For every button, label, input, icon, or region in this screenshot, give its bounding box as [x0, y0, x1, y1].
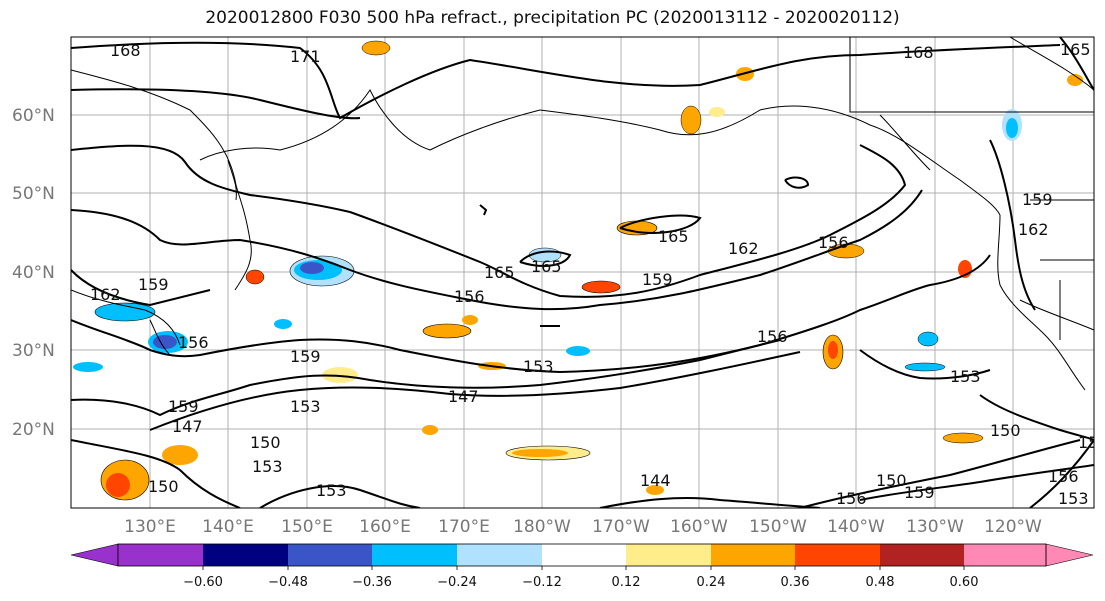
contour-label: 162 [1018, 220, 1049, 239]
lat-label: 30°N [12, 341, 55, 361]
contour-label: 159 [642, 270, 673, 289]
contour-label: 159 [904, 483, 935, 502]
lon-label: 170°W [592, 517, 650, 537]
lon-label: 130°E [124, 517, 176, 537]
contour-labels: 168 171 168 165 162 162 159 156 165 165 … [90, 40, 1105, 508]
contour-label: 168 [110, 41, 141, 60]
contour-label: 153 [1058, 489, 1089, 508]
lat-label: 50°N [12, 184, 55, 204]
colorbar-swatch [203, 544, 288, 566]
lon-label: 140°E [202, 517, 254, 537]
lon-label: 170°E [438, 517, 490, 537]
colorbar-low-extend [70, 543, 119, 567]
map-title: 2020012800 F030 500 hPa refract., precip… [205, 8, 900, 28]
colorbar-swatch [880, 544, 964, 566]
lon-label: 130°W [906, 517, 964, 537]
colorbar-swatch [626, 544, 711, 566]
contour-label: 168 [903, 43, 934, 62]
contour-label: 150 [148, 477, 179, 496]
colorbar-swatch [118, 544, 203, 566]
contour-label: 159 [168, 397, 199, 416]
contour-label: 153 [252, 457, 283, 476]
colorbar-tick: 0.60 [950, 575, 979, 590]
colorbar-tick: 0.12 [612, 575, 641, 590]
colorbar-tick: −0.12 [522, 575, 562, 590]
contour-label: 165 [484, 263, 515, 282]
contour-label: 153 [950, 367, 981, 386]
contour-label: 156 [757, 327, 788, 346]
longitude-labels: 130°E 140°E 150°E 160°E 170°E 180°W 170°… [124, 517, 1042, 537]
colorbar-swatch [457, 544, 542, 566]
colorbar-tick: 0.48 [866, 575, 895, 590]
lon-label: 160°W [670, 517, 728, 537]
contour-label: 162 [90, 285, 121, 304]
colorbar-tick: 0.24 [697, 575, 726, 590]
contour-label: 159 [138, 275, 169, 294]
contour-label: 144 [640, 471, 671, 490]
latitude-labels: 60°N 50°N 40°N 30°N 20°N [12, 106, 55, 440]
colorbar-tick: −0.24 [437, 575, 477, 590]
contour-label: 162 [728, 239, 759, 258]
lon-label: 120°W [984, 517, 1042, 537]
graticule [71, 37, 1094, 508]
colorbar-swatch [795, 544, 880, 566]
contour-label: 165 [1060, 40, 1091, 59]
contour-label: 156 [454, 287, 485, 306]
contour-label: 159 [290, 347, 321, 366]
contour-label: 156 [178, 333, 209, 352]
colorbar-tick: −0.60 [183, 575, 223, 590]
colorbar-high-extend [1045, 543, 1094, 567]
contour-label: 150 [876, 471, 907, 490]
contour-label: 153 [316, 481, 347, 500]
contour-label: 165 [658, 227, 689, 246]
contour-label: 156 [1048, 467, 1079, 486]
map-frame [70, 36, 1095, 509]
contour-label: 147 [448, 387, 479, 406]
contour-label: 159 [1022, 190, 1053, 209]
contour-label: 156 [836, 489, 867, 508]
contour-label: 147 [172, 417, 203, 436]
colorbar-swatch [964, 544, 1046, 566]
contour-label: 153 [523, 357, 554, 376]
lon-label: 150°W [749, 517, 807, 537]
colorbar-swatch [542, 544, 626, 566]
lat-label: 20°N [12, 420, 55, 440]
lon-label: 140°W [827, 517, 885, 537]
lat-label: 40°N [12, 263, 55, 283]
contour-label: 150 [250, 433, 281, 452]
contour-label: 150 [990, 421, 1021, 440]
contour-label: 153 [1078, 433, 1105, 452]
contour-label: 165 [531, 257, 562, 276]
contour-label: 153 [290, 397, 321, 416]
contour-label: 171 [290, 47, 321, 66]
colorbar-swatch [711, 544, 795, 566]
lon-label: 160°E [359, 517, 411, 537]
colorbar-tick: −0.36 [352, 575, 392, 590]
contour-label: 156 [818, 233, 849, 252]
colorbar-tick: 0.36 [781, 575, 810, 590]
lon-label: 150°E [281, 517, 333, 537]
lat-label: 60°N [12, 106, 55, 126]
colorbar-swatch [372, 544, 457, 566]
lon-label: 180°W [513, 517, 571, 537]
contours [71, 37, 1094, 508]
colorbar: −0.60 −0.48 −0.36 −0.24 −0.12 0.12 0.24 … [70, 543, 1094, 590]
colorbar-tick: −0.48 [268, 575, 308, 590]
colorbar-swatch [288, 544, 372, 566]
precipitation-patches [73, 40, 1083, 501]
